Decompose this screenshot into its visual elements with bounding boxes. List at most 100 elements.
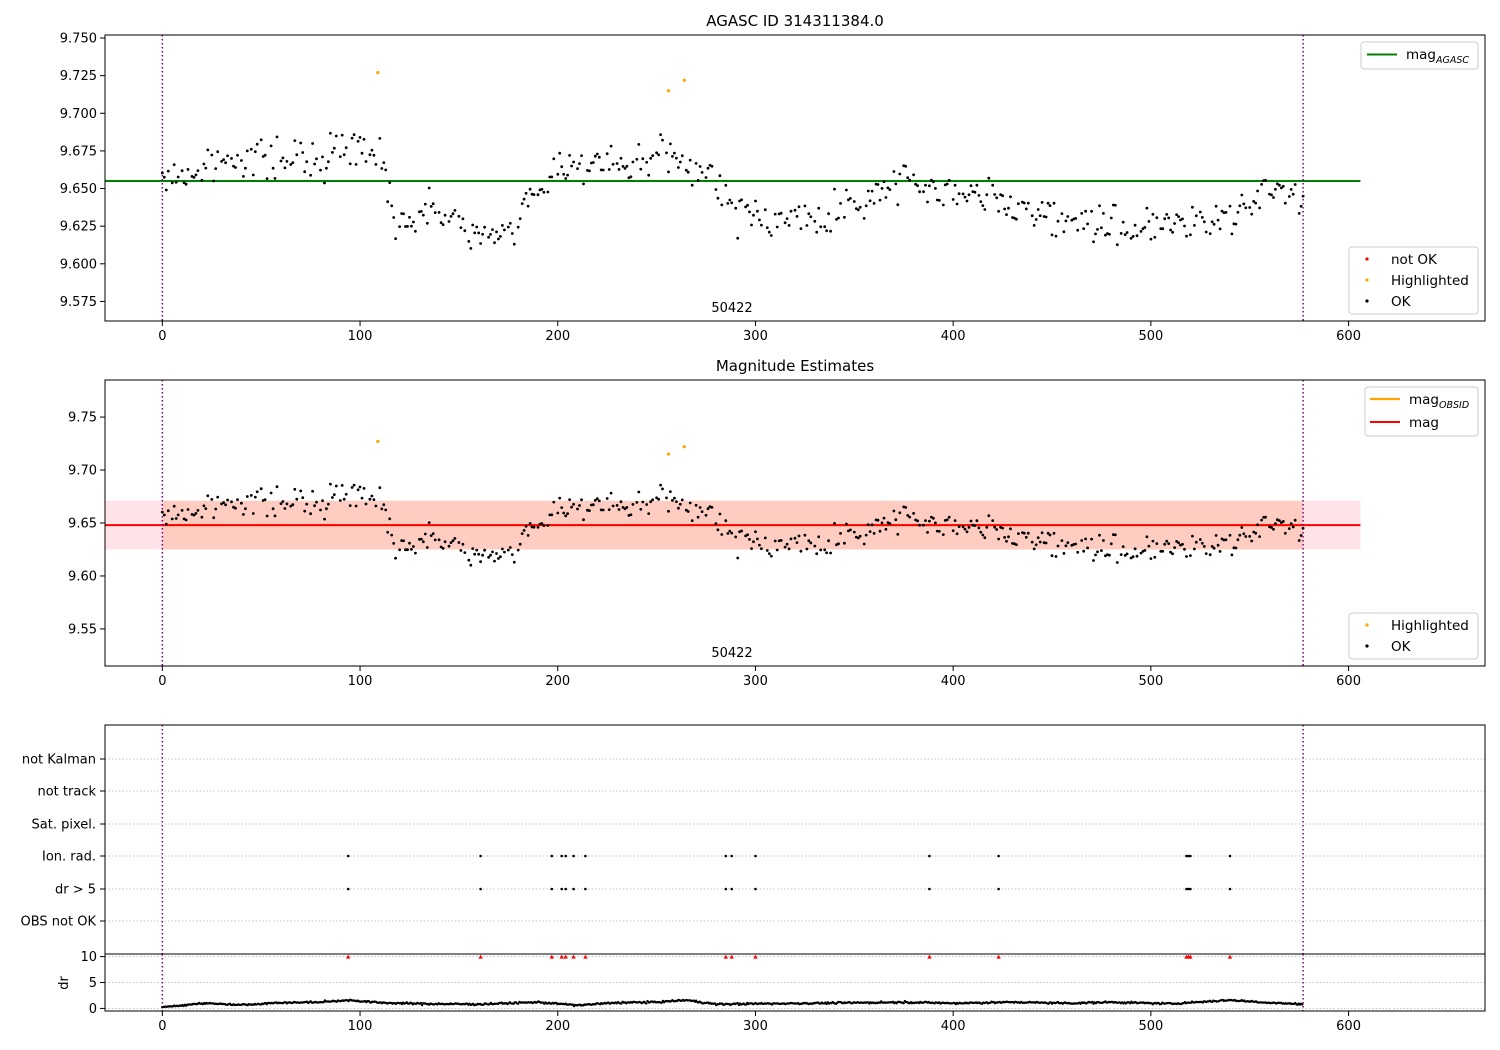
flag-event-point: [550, 887, 554, 891]
ok-point: [340, 484, 344, 487]
ok-point: [752, 540, 755, 544]
ok-point: [756, 209, 759, 213]
ok-point: [560, 165, 564, 169]
ok-point: [578, 162, 581, 166]
ok-point: [582, 518, 585, 522]
ok-point: [1224, 538, 1228, 542]
ok-point: [230, 157, 233, 160]
ok-point: [506, 225, 510, 229]
ok-point: [926, 531, 929, 534]
agasc-panel-title: AGASC ID 314311384.0: [706, 12, 884, 30]
ok-point: [1238, 204, 1242, 208]
ok-point: [572, 502, 575, 506]
ok-point: [374, 163, 378, 166]
ok-point: [358, 136, 362, 139]
ok-point: [797, 205, 801, 209]
dr-panel: 0 5 10 0 100 200 300 400 500 600 dr: [57, 950, 1486, 1034]
flag-event-point: [730, 887, 733, 891]
ok-point: [562, 511, 566, 515]
ok-point: [785, 542, 789, 546]
ok-point: [845, 522, 848, 526]
ok-point: [580, 154, 583, 158]
dr-clipped-marker: [571, 954, 576, 959]
ok-point: [621, 165, 625, 168]
estimates-y-tick-label: 9.75: [68, 411, 97, 426]
ok-point: [487, 235, 490, 239]
legend-highlighted-label: Highlighted: [1391, 273, 1469, 289]
ok-point: [997, 537, 1000, 541]
ok-point: [922, 190, 925, 194]
ok-point: [406, 548, 409, 552]
ok-point: [595, 497, 599, 501]
ok-point: [963, 527, 967, 531]
ok-point: [661, 487, 664, 491]
ok-point: [1171, 230, 1174, 234]
ok-point: [825, 551, 828, 555]
ok-point: [388, 181, 392, 185]
ok-point: [176, 175, 180, 179]
ok-point: [1131, 235, 1135, 238]
ok-point: [852, 200, 856, 203]
ok-point: [941, 533, 945, 536]
ok-point: [868, 199, 872, 203]
ok-point: [710, 164, 714, 168]
estimates-y-axis: 9.55 9.60 9.65 9.70 9.75: [68, 411, 105, 637]
ok-point: [289, 504, 293, 508]
ok-point: [635, 501, 639, 504]
ok-point: [720, 203, 724, 207]
flag-event-point: [1185, 887, 1188, 891]
ok-point: [1022, 531, 1026, 535]
ok-point: [271, 166, 275, 170]
ok-point: [1133, 547, 1137, 551]
ok-point: [378, 486, 382, 490]
ok-point: [479, 560, 482, 564]
ok-point: [815, 230, 819, 234]
ok-point: [1278, 183, 1281, 187]
ok-point: [176, 513, 180, 517]
dr-y-tick-label: 10: [80, 950, 97, 965]
ok-point: [299, 489, 303, 493]
ok-point: [1208, 232, 1212, 236]
ok-point: [1139, 230, 1143, 233]
ok-point: [245, 149, 249, 153]
ok-point: [599, 168, 603, 172]
ok-point: [991, 519, 995, 522]
ok-point: [327, 502, 330, 506]
ok-point: [878, 198, 882, 202]
ok-point: [1301, 194, 1305, 198]
ok-point: [172, 504, 176, 508]
ok-point: [552, 500, 556, 504]
ok-point: [1009, 195, 1012, 199]
ok-point: [767, 230, 771, 234]
flag-event-point: [564, 887, 567, 891]
ok-point: [313, 162, 316, 166]
flag-event-point: [754, 887, 757, 891]
ok-point: [1026, 201, 1030, 205]
ok-point: [497, 557, 500, 560]
ok-point: [977, 526, 981, 530]
ok-point: [908, 515, 912, 519]
ok-point: [451, 212, 455, 216]
ok-point: [1098, 204, 1101, 208]
ok-point: [1123, 233, 1127, 237]
ok-point: [516, 225, 520, 229]
ok-point: [325, 166, 328, 170]
ok-point: [291, 503, 295, 507]
ok-point: [323, 517, 326, 521]
ok-point: [180, 509, 184, 512]
ok-point: [837, 542, 840, 546]
dr-point: [736, 1002, 739, 1005]
agasc-panel: AGASC ID 314311384.0 9.575 9.600 9.625 9.65…: [60, 12, 1486, 344]
agasc-vline-layer: [161, 35, 1304, 321]
ok-point: [253, 495, 257, 499]
ok-point: [331, 151, 334, 154]
ok-point: [210, 498, 214, 501]
ok-point: [453, 537, 457, 540]
ok-point: [362, 487, 366, 490]
ok-point: [1212, 222, 1216, 226]
ok-point: [1272, 527, 1275, 531]
ok-point: [1198, 538, 1202, 541]
dr-x-tick-label: 0: [158, 1019, 166, 1034]
ok-point: [862, 217, 866, 220]
ok-point: [1139, 551, 1143, 555]
